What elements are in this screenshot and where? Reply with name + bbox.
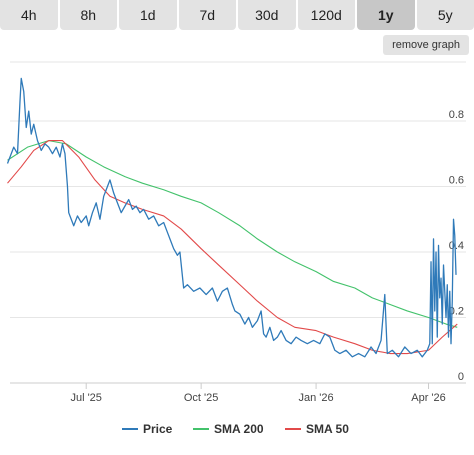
tab-30d[interactable]: 30d <box>238 0 296 30</box>
remove-graph-button[interactable]: remove graph <box>383 35 469 55</box>
legend: Price SMA 200 SMA 50 <box>122 422 349 436</box>
x-tick-label: Jan '26 <box>299 392 334 404</box>
tab-7d[interactable]: 7d <box>178 0 236 30</box>
x-axis: Jul '25 Oct '25 Jan '26 Apr '26 <box>10 382 466 404</box>
y-tick-label: 0.4 <box>449 240 464 252</box>
tab-4h[interactable]: 4h <box>0 0 58 30</box>
y-tick-label: 0.2 <box>449 305 464 317</box>
legend-label[interactable]: SMA 200 <box>214 422 264 436</box>
tab-1d[interactable]: 1d <box>119 0 177 30</box>
series-line-sma-50 <box>7 140 458 355</box>
legend-label[interactable]: Price <box>143 422 173 436</box>
x-tick-label: Apr '26 <box>411 392 446 404</box>
timeframe-tabs: 4h 8h 1d 7d 30d 120d 1y 5y <box>0 0 474 30</box>
tab-8h[interactable]: 8h <box>59 0 117 30</box>
legend-label[interactable]: SMA 50 <box>306 422 349 436</box>
grid-lines <box>10 61 466 384</box>
series-line-sma-200 <box>7 140 458 328</box>
y-tick-label: 0.8 <box>449 109 464 121</box>
tab-120d[interactable]: 120d <box>297 0 355 30</box>
series-group <box>6 77 458 358</box>
tab-1y[interactable]: 1y <box>357 0 415 30</box>
x-tick-label: Jul '25 <box>70 392 101 404</box>
tab-5y[interactable]: 5y <box>416 0 474 30</box>
series-line-price <box>6 77 457 358</box>
y-tick-label: 0 <box>458 371 464 383</box>
y-tick-label: 0.6 <box>449 174 464 186</box>
x-tick-label: Oct '25 <box>184 392 219 404</box>
